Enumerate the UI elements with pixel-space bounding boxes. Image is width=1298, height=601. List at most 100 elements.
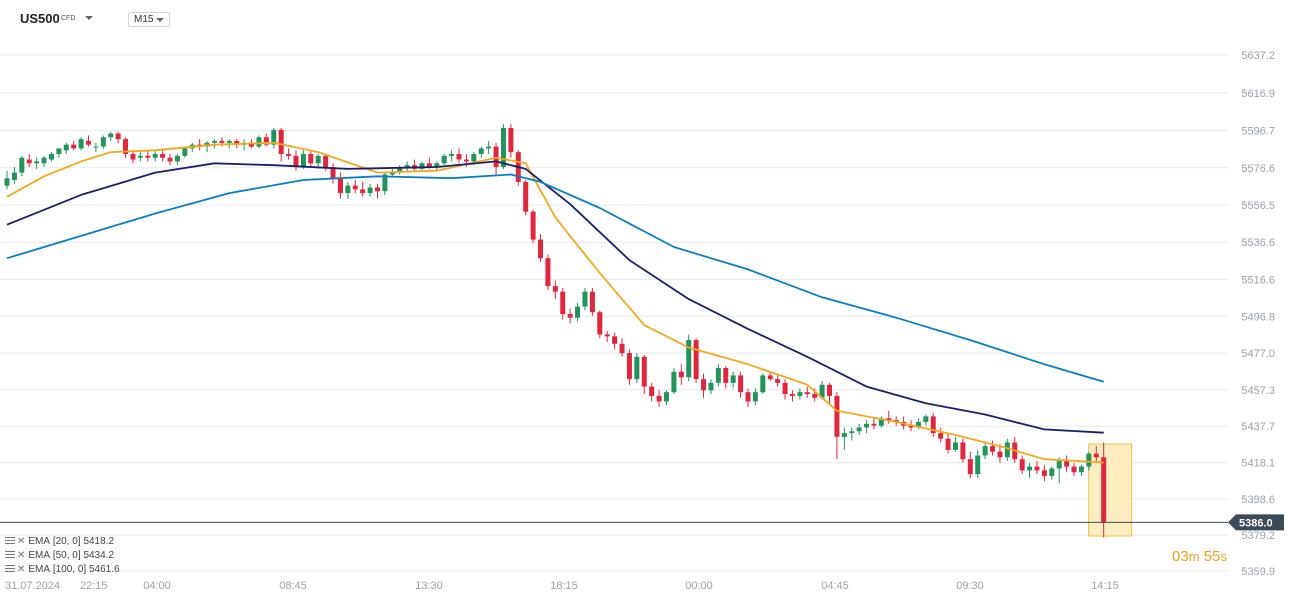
candle bbox=[819, 381, 825, 400]
candle bbox=[19, 155, 25, 177]
candle-body bbox=[449, 153, 455, 156]
candle bbox=[982, 442, 988, 460]
candle bbox=[804, 386, 810, 398]
candle-body bbox=[71, 144, 77, 149]
candle bbox=[626, 349, 632, 385]
candle bbox=[404, 161, 410, 171]
candle-body bbox=[211, 140, 217, 143]
candle-body bbox=[271, 129, 277, 145]
y-axis: 5637.2 5616.9 5596.7 5576.6 5556.5 5536.6 5516… bbox=[1241, 50, 1275, 578]
legend-item-ema20[interactable]: ✕ EMA [20, 0] 5418.2 bbox=[5, 536, 114, 547]
candle-body bbox=[367, 187, 373, 194]
candle bbox=[456, 148, 462, 164]
candle-body bbox=[226, 140, 232, 143]
candle-body bbox=[330, 167, 336, 179]
candle bbox=[100, 135, 106, 149]
candle-body bbox=[1093, 453, 1099, 458]
candle bbox=[145, 150, 151, 162]
candle bbox=[745, 388, 751, 408]
grid-lines bbox=[0, 54, 1228, 572]
symbol-name[interactable]: US500 bbox=[20, 11, 60, 26]
candle-body bbox=[493, 146, 499, 168]
candle-body bbox=[656, 395, 662, 402]
candle-body bbox=[315, 155, 321, 164]
candle bbox=[123, 137, 129, 158]
legend-item-ema100[interactable]: ✕ EMA [100, 0] 5461.6 bbox=[5, 564, 120, 575]
candle-body bbox=[804, 392, 810, 395]
legend-item-ema50[interactable]: ✕ EMA [50, 0] 5434.2 bbox=[5, 550, 114, 561]
candle-body bbox=[249, 142, 255, 147]
candle bbox=[160, 148, 166, 162]
candle bbox=[886, 410, 892, 424]
y-tick-label: 5457.3 bbox=[1241, 385, 1275, 397]
timeframe-select[interactable]: M15 bbox=[128, 12, 170, 27]
candle-body bbox=[641, 356, 647, 387]
candle bbox=[48, 152, 54, 162]
candle bbox=[500, 124, 506, 169]
candle bbox=[834, 392, 840, 460]
candle bbox=[419, 161, 425, 171]
candle bbox=[412, 159, 418, 171]
candle-body bbox=[300, 153, 306, 168]
candle bbox=[137, 150, 143, 162]
candle bbox=[308, 150, 314, 168]
candle-body bbox=[663, 392, 669, 402]
symbol-dropdown-icon[interactable] bbox=[85, 16, 93, 20]
candle-body bbox=[545, 258, 551, 287]
candle bbox=[656, 390, 662, 408]
candle-body bbox=[864, 423, 870, 428]
candle bbox=[575, 302, 581, 322]
settings-lines-icon[interactable] bbox=[5, 537, 15, 546]
candle-body bbox=[812, 394, 818, 398]
instrument-type: CFD bbox=[61, 15, 76, 22]
candle-body bbox=[182, 148, 188, 156]
candle-body bbox=[827, 384, 833, 396]
candle-body bbox=[108, 133, 114, 138]
y-tick-label: 5437.7 bbox=[1241, 421, 1275, 433]
x-tick-label: 08:45 bbox=[279, 580, 307, 592]
candle-body bbox=[508, 127, 514, 153]
candle bbox=[493, 142, 499, 175]
candle-body bbox=[174, 155, 180, 162]
candle bbox=[167, 153, 173, 166]
y-tick-label: 5616.9 bbox=[1241, 88, 1275, 100]
y-tick-label: 5536.6 bbox=[1241, 237, 1275, 249]
candle bbox=[1056, 457, 1062, 484]
candle-body bbox=[345, 185, 351, 194]
candle-body bbox=[730, 375, 736, 383]
candle-body bbox=[878, 418, 884, 426]
candle-body bbox=[693, 340, 699, 380]
current-price-tag: 5386.0 bbox=[1228, 514, 1284, 531]
close-icon[interactable]: ✕ bbox=[17, 550, 26, 561]
candle bbox=[604, 330, 610, 342]
close-icon[interactable]: ✕ bbox=[17, 536, 26, 547]
candle bbox=[71, 140, 77, 151]
candle bbox=[663, 390, 669, 406]
candle-body bbox=[552, 286, 558, 292]
candle bbox=[197, 139, 203, 151]
close-icon[interactable]: ✕ bbox=[17, 564, 26, 575]
candle bbox=[678, 364, 684, 385]
candle bbox=[1004, 438, 1010, 462]
y-tick-label: 5398.6 bbox=[1241, 494, 1275, 506]
candle-body bbox=[93, 146, 99, 148]
candle-body bbox=[915, 421, 921, 428]
candle-body bbox=[745, 392, 751, 402]
candle-body bbox=[152, 153, 158, 158]
candle-body bbox=[293, 155, 299, 168]
candle bbox=[997, 444, 1003, 463]
x-tick-label: 04:45 bbox=[821, 580, 849, 592]
y-tick-label: 5516.6 bbox=[1241, 274, 1275, 286]
candle bbox=[486, 140, 492, 154]
candle bbox=[567, 308, 573, 324]
candle bbox=[152, 150, 158, 162]
candle-body bbox=[975, 455, 981, 475]
settings-lines-icon[interactable] bbox=[5, 565, 15, 574]
candle bbox=[93, 142, 99, 153]
candle-body bbox=[404, 165, 410, 168]
candle-body bbox=[582, 291, 588, 307]
candle bbox=[545, 254, 551, 290]
candle-body bbox=[278, 129, 284, 154]
settings-lines-icon[interactable] bbox=[5, 551, 15, 560]
